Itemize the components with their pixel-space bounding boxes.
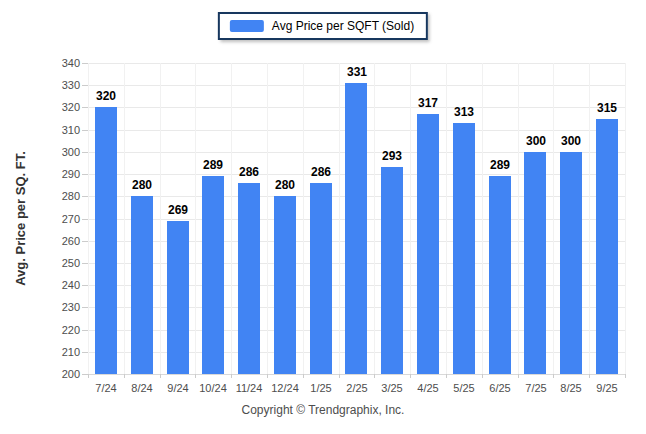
bar-value-label: 331 [339,66,375,79]
bar-value-label: 300 [553,135,589,148]
bar [381,167,403,374]
x-tick-mark [231,374,232,378]
gridline-vertical [625,63,626,374]
x-tick-mark [195,374,196,378]
x-tick-label: 4/25 [410,381,446,395]
x-tick-mark [446,374,447,378]
y-tick-label: 230 [42,300,80,314]
x-tick-mark [374,374,375,378]
y-tick-label: 250 [42,256,80,270]
x-tick-mark [410,374,411,378]
bar-value-label: 269 [160,204,196,217]
bar-value-label: 289 [482,159,518,172]
x-tick-label: 12/24 [267,381,303,395]
bar [202,176,224,374]
gridline-vertical [124,63,125,374]
y-tick-label: 290 [42,167,80,181]
gridline-vertical [553,63,554,374]
x-tick-mark [482,374,483,378]
bar-value-label: 317 [410,97,446,110]
y-tick-label: 200 [42,367,80,381]
x-tick-mark [625,374,626,378]
bar [417,114,439,374]
x-tick-label: 10/24 [195,381,231,395]
y-tick-label: 300 [42,145,80,159]
bar-value-label: 280 [267,179,303,192]
gridline [88,374,625,375]
gridline-vertical [374,63,375,374]
x-tick-label: 8/24 [124,381,160,395]
y-tick-label: 340 [42,56,80,70]
y-tick-label: 240 [42,278,80,292]
bar-value-label: 300 [518,135,554,148]
y-tick-label: 210 [42,345,80,359]
y-tick-label: 310 [42,123,80,137]
y-tick-label: 270 [42,212,80,226]
plot-area: 2002102202302402502602702802903003103203… [88,63,625,374]
gridline-vertical [195,63,196,374]
y-axis-title: Avg. Price per SQ. FT. [6,63,34,374]
y-axis-title-text: Avg. Price per SQ. FT. [13,151,28,286]
x-tick-mark [518,374,519,378]
y-tick-label: 320 [42,100,80,114]
y-tick-label: 260 [42,234,80,248]
x-tick-label: 3/25 [374,381,410,395]
bar-value-label: 293 [374,150,410,163]
legend-swatch [230,20,264,32]
x-tick-mark [160,374,161,378]
bar [167,221,189,374]
gridline-vertical [88,63,89,374]
bar-value-label: 280 [124,179,160,192]
bar [345,83,367,374]
legend: Avg Price per SQFT (Sold) [218,12,428,40]
bar-value-label: 313 [446,106,482,119]
gridline-vertical [339,63,340,374]
legend-label: Avg Price per SQFT (Sold) [272,19,414,33]
chart-canvas: Avg Price per SQFT (Sold) Avg. Price per… [0,0,646,434]
bar [274,196,296,374]
gridline-vertical [160,63,161,374]
y-tick-label: 220 [42,323,80,337]
bar-value-label: 315 [589,102,625,115]
x-tick-label: 6/25 [482,381,518,395]
bar [489,176,511,374]
x-tick-label: 8/25 [553,381,589,395]
x-tick-label: 1/25 [303,381,339,395]
gridline-vertical [482,63,483,374]
bar-value-label: 320 [88,90,124,103]
x-tick-mark [589,374,590,378]
x-tick-label: 5/25 [446,381,482,395]
y-tick-label: 330 [42,78,80,92]
bar [131,196,153,374]
gridline-vertical [518,63,519,374]
bar-value-label: 286 [303,166,339,179]
bar [95,107,117,374]
gridline-vertical [267,63,268,374]
x-tick-label: 9/24 [160,381,196,395]
x-tick-label: 7/24 [88,381,124,395]
gridline-vertical [303,63,304,374]
x-tick-label: 2/25 [339,381,375,395]
x-tick-mark [303,374,304,378]
gridline-vertical [231,63,232,374]
x-tick-mark [267,374,268,378]
x-tick-mark [553,374,554,378]
bar [524,152,546,374]
x-tick-mark [339,374,340,378]
x-tick-mark [88,374,89,378]
bar [453,123,475,374]
x-tick-label: 9/25 [589,381,625,395]
bar [310,183,332,374]
copyright-text: Copyright © Trendgraphix, Inc. [0,403,646,417]
y-tick-label: 280 [42,189,80,203]
bar [560,152,582,374]
bar-value-label: 286 [231,166,267,179]
bar [596,119,618,374]
bar-value-label: 289 [195,159,231,172]
gridline [88,63,625,64]
bar [238,183,260,374]
x-tick-label: 11/24 [231,381,267,395]
x-tick-label: 7/25 [518,381,554,395]
x-tick-mark [124,374,125,378]
